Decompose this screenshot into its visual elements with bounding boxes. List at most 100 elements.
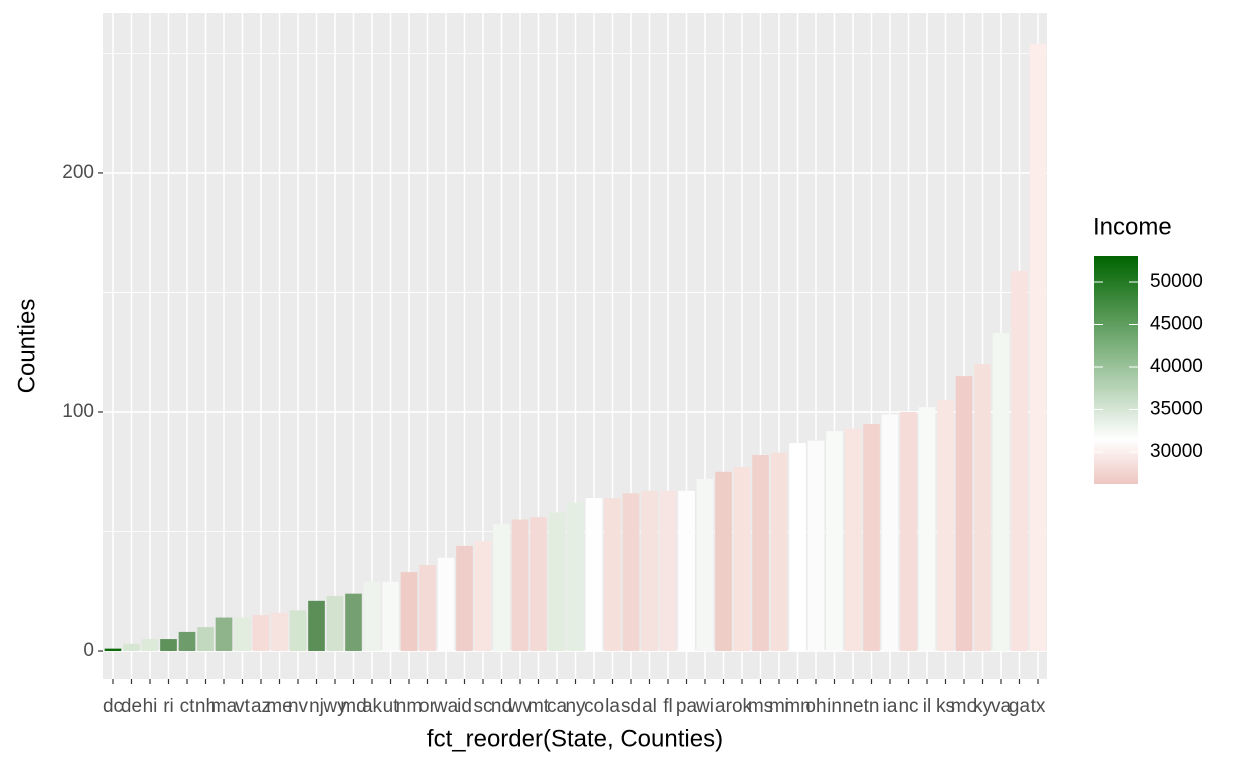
x-tick-label: ri [163, 696, 174, 717]
x-tick-label: id [457, 696, 472, 717]
y-tick-label: 200 [62, 162, 94, 183]
x-tick-label: mi [769, 696, 789, 717]
x-tick-label: tn [864, 696, 880, 717]
x-tick-label: ny [565, 696, 586, 717]
bar [678, 490, 695, 652]
x-tick-label: ak [362, 696, 383, 717]
bar [123, 643, 140, 652]
x-tick-label: ma [211, 696, 238, 717]
bar [400, 572, 418, 652]
bar [826, 431, 843, 652]
bar [992, 333, 1010, 652]
bar [937, 400, 954, 652]
x-tick-label: ks [936, 696, 955, 717]
x-tick-label: mt [528, 696, 550, 717]
bar [326, 596, 344, 652]
bar [382, 581, 399, 652]
x-tick-label: md [340, 696, 366, 717]
y-axis-label: Counties [13, 299, 40, 394]
bar [345, 593, 362, 652]
x-tick-label: wv [507, 696, 532, 717]
x-tick-label: mo [951, 696, 977, 717]
x-axis-label: fct_reorder(State, Counties) [427, 725, 723, 752]
bar [456, 545, 473, 652]
x-tick-label: al [642, 696, 657, 717]
x-tick-label: me [266, 696, 292, 717]
legend-tick-label: 40000 [1150, 356, 1203, 377]
bar [604, 498, 621, 652]
x-tick-label: nj [309, 696, 324, 717]
x-tick-label: ca [547, 696, 568, 717]
x-tick-label: nd [491, 696, 512, 717]
bar [141, 639, 159, 652]
x-tick-label: wa [433, 696, 459, 717]
bar [419, 564, 436, 652]
bar [715, 471, 732, 652]
x-tick-label: in [827, 696, 842, 717]
bar [863, 423, 880, 652]
legend-tick-label: 35000 [1150, 399, 1203, 420]
bar [567, 502, 584, 652]
colorbar [1094, 256, 1138, 484]
legend-tick-label: 50000 [1150, 271, 1203, 292]
bar [752, 455, 769, 652]
bar [900, 411, 917, 652]
bar [511, 519, 529, 652]
x-tick-label: nh [195, 696, 216, 717]
bar [437, 557, 455, 652]
bar [844, 428, 862, 652]
bar [234, 617, 251, 652]
x-tick-label: nv [288, 696, 309, 717]
x-tick-label: dc [103, 696, 123, 717]
x-tick-label: ky [973, 696, 993, 717]
x-tick-label: tx [1031, 696, 1046, 717]
bar [789, 443, 806, 652]
bar [530, 517, 547, 652]
bar [733, 466, 751, 652]
x-tick-label: nm [396, 696, 422, 717]
bar [1029, 43, 1047, 652]
x-tick-label: fl [663, 696, 673, 717]
x-tick-label: wy [322, 696, 347, 717]
y-tick-label: 0 [83, 640, 94, 661]
bar [308, 600, 325, 652]
x-tick-label: co [584, 696, 604, 717]
y-tick-label: 100 [62, 401, 94, 422]
bar [770, 452, 788, 652]
bar [918, 407, 936, 652]
bar [160, 639, 177, 652]
bar [271, 612, 288, 652]
legend-tick-label: 30000 [1150, 441, 1203, 462]
bar [696, 478, 714, 652]
bar [178, 631, 196, 652]
x-tick-label: ar [715, 696, 733, 717]
x-tick-label: or [419, 696, 437, 717]
x-tick-label: hi [143, 696, 158, 717]
legend-tick-label: 45000 [1150, 314, 1203, 335]
x-tick-label: de [121, 696, 142, 717]
bar [493, 524, 510, 652]
x-tick-label: az [251, 696, 271, 717]
x-tick-label: nc [898, 696, 918, 717]
bar [215, 617, 233, 652]
x-tick-label: sd [621, 696, 641, 717]
x-tick-label: ok [732, 696, 753, 717]
x-tick-label: vt [235, 696, 251, 717]
bar [363, 581, 381, 652]
x-tick-label: ut [383, 696, 400, 717]
bar [641, 490, 658, 652]
x-tick-label: il [923, 696, 931, 717]
x-tick-label: oh [805, 696, 826, 717]
bar [585, 498, 603, 652]
x-tick-label: ia [883, 696, 898, 717]
bar [881, 414, 899, 652]
bar [104, 648, 122, 652]
bar [659, 490, 677, 652]
bar [622, 493, 640, 652]
legend-title: Income [1093, 213, 1172, 240]
x-tick-label: wi [695, 696, 714, 717]
bar [474, 541, 492, 652]
x-tick-label: ne [842, 696, 863, 717]
x-tick-label: la [605, 696, 620, 717]
